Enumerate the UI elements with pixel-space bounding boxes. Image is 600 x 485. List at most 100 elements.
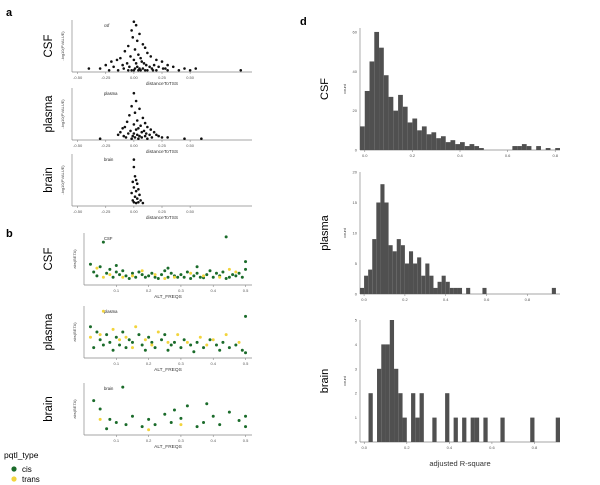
data-point <box>214 343 218 347</box>
data-point <box>88 325 92 329</box>
histogram-bar <box>464 146 470 150</box>
data-point <box>132 132 136 135</box>
x-tick-label: 0.2 <box>146 288 152 293</box>
histogram-bar <box>393 110 399 150</box>
x-tick-label: 0.1 <box>114 438 120 443</box>
series-trans <box>88 309 241 350</box>
data-point <box>123 125 127 129</box>
data-point <box>153 423 157 427</box>
data-point <box>138 193 141 197</box>
data-point <box>124 274 128 278</box>
data-point <box>211 338 215 342</box>
histogram-bar <box>396 239 401 294</box>
chart-a-plasma: plasma -0.50 -0.25 0.00 0.25 0.50 distanceToTS… <box>43 88 252 155</box>
data-point <box>124 423 128 427</box>
data-point <box>155 133 158 137</box>
data-point <box>218 423 222 427</box>
histogram-bar <box>398 393 403 442</box>
data-point <box>179 423 183 427</box>
histogram-bar <box>384 202 389 294</box>
data-point <box>98 407 102 411</box>
data-point <box>126 132 130 135</box>
y-tick-label: 1 <box>355 415 358 420</box>
data-point <box>152 63 156 67</box>
data-point <box>177 68 181 72</box>
data-point <box>244 425 248 429</box>
histogram-bar <box>421 126 427 150</box>
histogram-bar <box>437 281 442 294</box>
data-point <box>139 56 142 60</box>
data-point <box>110 60 113 63</box>
data-point <box>237 340 241 344</box>
histogram-bar <box>453 287 458 294</box>
inner-label: brain <box>104 386 114 391</box>
tissue-label: brain <box>43 167 55 193</box>
inner-label: brain <box>104 157 114 162</box>
data-point <box>148 133 151 137</box>
histogram-bar <box>457 287 463 294</box>
data-point <box>126 68 130 72</box>
points <box>130 158 145 205</box>
x-tick-label: 0.0 <box>362 153 368 158</box>
data-point <box>98 137 102 140</box>
data-point <box>192 274 196 278</box>
data-point <box>189 277 193 280</box>
data-point <box>172 275 176 279</box>
panel-label-a: a <box>6 7 13 19</box>
data-point <box>166 275 170 279</box>
data-point <box>198 275 202 279</box>
data-point <box>137 68 140 72</box>
data-point <box>124 335 128 339</box>
data-point <box>95 274 99 278</box>
inner-label: csf <box>104 23 110 28</box>
histogram-bar <box>440 136 446 150</box>
histogram-bar <box>433 287 438 294</box>
data-point <box>128 65 131 69</box>
histogram-bar <box>431 132 437 150</box>
histogram-bar <box>360 126 365 150</box>
data-point <box>172 408 176 412</box>
data-point <box>114 270 118 274</box>
y-tick-label: 3 <box>355 366 358 371</box>
histogram-bar <box>500 417 505 442</box>
data-point <box>160 273 164 277</box>
x-tick-label: -0.50 <box>73 143 83 148</box>
data-point <box>133 111 137 114</box>
x-tick-label: 0.4 <box>210 438 216 443</box>
data-point <box>134 128 138 131</box>
data-point <box>192 350 196 354</box>
data-point <box>142 129 146 133</box>
histogram-bar <box>474 146 480 150</box>
data-point <box>153 273 157 277</box>
histogram-bar <box>388 245 393 294</box>
data-point <box>171 65 175 69</box>
histogram-bar <box>512 146 518 150</box>
data-point <box>214 271 218 275</box>
histogram-bar <box>469 144 475 150</box>
histogram-bar <box>417 130 422 150</box>
histogram-bar <box>453 417 458 442</box>
y-tick-label: 15 <box>353 200 358 205</box>
histogram-bar <box>417 257 422 294</box>
histogram-bar <box>425 263 430 294</box>
histogram-bars <box>360 184 556 294</box>
data-point <box>147 428 151 432</box>
data-point <box>130 68 133 72</box>
data-point <box>137 200 140 204</box>
data-point <box>189 271 193 275</box>
chart-a-csf: CSF -0.50 -0.25 0.00 0.25 0.50 distanceToTSS -l… <box>43 20 252 87</box>
data-point <box>188 68 192 72</box>
data-point <box>244 351 248 355</box>
data-point <box>121 63 124 67</box>
y-axis-title: count <box>342 375 347 386</box>
data-point <box>149 128 153 131</box>
x-tick-label: 0.3 <box>178 361 184 366</box>
histogram-bar <box>398 94 403 150</box>
histogram-bar <box>479 148 484 150</box>
histogram-bar <box>389 320 395 442</box>
series-cis <box>88 314 248 355</box>
data-point <box>153 275 157 279</box>
data-point <box>163 412 167 416</box>
data-point <box>134 62 138 65</box>
